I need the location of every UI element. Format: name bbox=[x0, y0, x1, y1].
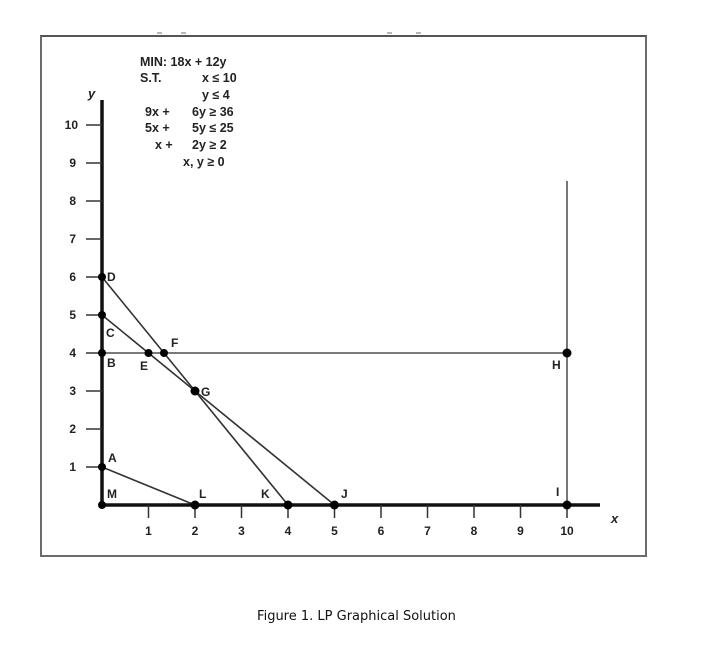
point-D bbox=[98, 273, 106, 281]
x-tick-2: 2 bbox=[192, 524, 199, 538]
figure-caption: Figure 1. LP Graphical Solution bbox=[257, 609, 456, 624]
x-axis-label: x bbox=[610, 511, 619, 526]
y-tick-2: 2 bbox=[69, 422, 76, 436]
y-tick-4: 4 bbox=[69, 346, 76, 360]
point-H bbox=[562, 348, 572, 358]
label-M: M bbox=[107, 487, 117, 501]
objective-function: MIN: 18x + 12y bbox=[140, 55, 227, 69]
point-I bbox=[562, 500, 572, 510]
constraint-nonneg: x, y ≥ 0 bbox=[183, 155, 225, 169]
x-tick-1: 1 bbox=[145, 524, 152, 538]
x-tick-5: 5 bbox=[331, 524, 338, 538]
constraint-y-le-4: y ≤ 4 bbox=[202, 88, 230, 102]
label-I: I bbox=[556, 485, 559, 499]
x-ticks bbox=[147, 505, 568, 518]
constraint-5-rhs: 2y ≥ 2 bbox=[192, 138, 227, 152]
label-H: H bbox=[552, 358, 561, 372]
constraint-4-rhs: 5y ≤ 25 bbox=[192, 121, 234, 135]
y-tick-10: 10 bbox=[65, 118, 79, 132]
point-M bbox=[98, 501, 106, 509]
figure-frame bbox=[40, 35, 647, 557]
label-G: G bbox=[201, 385, 210, 399]
label-C: C bbox=[106, 326, 115, 340]
y-ticks bbox=[86, 124, 102, 468]
point-labels: A B C D E F G H I J K L M bbox=[106, 270, 561, 501]
x-tick-labels: 1 2 3 4 5 6 7 8 9 10 bbox=[145, 524, 574, 538]
subject-to-label: S.T. bbox=[140, 71, 162, 85]
y-tick-5: 5 bbox=[69, 308, 76, 322]
constraint-5-lhs: x + bbox=[155, 138, 173, 152]
line-x-2y-2 bbox=[101, 466, 196, 506]
point-B bbox=[98, 349, 106, 357]
y-tick-8: 8 bbox=[69, 194, 76, 208]
corner-points bbox=[98, 273, 572, 510]
point-K bbox=[283, 500, 293, 510]
x-tick-4: 4 bbox=[285, 524, 292, 538]
y-tick-labels: 1 2 3 4 5 6 7 8 9 10 bbox=[65, 118, 79, 474]
x-tick-7: 7 bbox=[424, 524, 431, 538]
label-B: B bbox=[107, 356, 116, 370]
point-E bbox=[144, 349, 153, 357]
point-G bbox=[190, 386, 200, 396]
constraint-4-lhs: 5x + bbox=[145, 121, 170, 135]
constraint-x-le-10: x ≤ 10 bbox=[202, 71, 237, 85]
line-5x-5y-25 bbox=[101, 314, 336, 506]
point-J bbox=[330, 500, 339, 510]
lp-model: MIN: 18x + 12y S.T. x ≤ 10 y ≤ 4 9x + 6y… bbox=[140, 55, 237, 169]
y-tick-3: 3 bbox=[69, 384, 76, 398]
y-tick-9: 9 bbox=[69, 156, 76, 170]
label-E: E bbox=[140, 359, 148, 373]
x-tick-3: 3 bbox=[238, 524, 245, 538]
x-tick-8: 8 bbox=[471, 524, 478, 538]
label-D: D bbox=[107, 270, 116, 284]
label-F: F bbox=[171, 336, 178, 350]
axes bbox=[100, 100, 600, 507]
y-tick-6: 6 bbox=[69, 270, 76, 284]
x-tick-6: 6 bbox=[378, 524, 385, 538]
y-tick-7: 7 bbox=[69, 232, 76, 246]
point-A bbox=[98, 463, 106, 471]
x-tick-10: 10 bbox=[560, 524, 574, 538]
point-F bbox=[160, 349, 168, 357]
label-L: L bbox=[199, 487, 206, 501]
x-tick-9: 9 bbox=[517, 524, 524, 538]
y-tick-1: 1 bbox=[69, 460, 76, 474]
constraint-3-rhs: 6y ≥ 36 bbox=[192, 105, 234, 119]
point-C bbox=[98, 311, 106, 319]
label-K: K bbox=[261, 487, 270, 501]
point-L bbox=[190, 500, 200, 510]
constraint-lines bbox=[101, 181, 568, 506]
y-axis-label: y bbox=[87, 86, 96, 101]
label-J: J bbox=[341, 487, 348, 501]
label-A: A bbox=[108, 451, 117, 465]
constraint-3-lhs: 9x + bbox=[145, 105, 170, 119]
